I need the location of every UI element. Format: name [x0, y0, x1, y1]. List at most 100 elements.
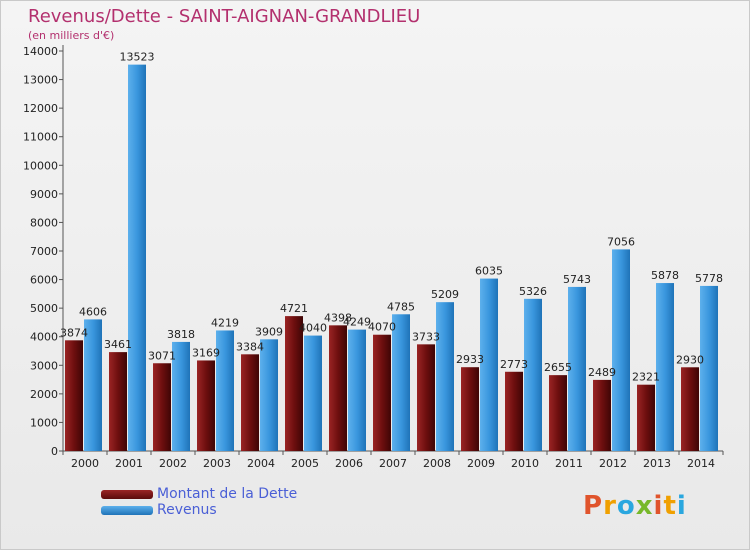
logo-letter: i [653, 491, 664, 521]
bar-revenus-2007 [392, 314, 410, 451]
y-tick-label: 5000 [30, 302, 58, 315]
value-label-dette-2006: 4398 [324, 311, 352, 324]
value-label-dette-2012: 2489 [588, 366, 616, 379]
bar-revenus-2001 [128, 64, 146, 451]
bar-revenus-2005 [304, 335, 322, 451]
logo-letter: o [616, 491, 636, 521]
x-tick-label: 2002 [159, 457, 187, 470]
x-tick-label: 2008 [423, 457, 451, 470]
bar-dette-2001 [109, 352, 127, 451]
value-label-dette-2013: 2321 [632, 371, 660, 384]
value-label-revenus-2003: 4219 [211, 316, 239, 329]
bar-revenus-2009 [480, 278, 498, 451]
value-label-dette-2014: 2930 [676, 353, 704, 366]
x-tick-label: 2011 [555, 457, 583, 470]
x-tick-label: 2013 [643, 457, 671, 470]
value-label-revenus-2005: 4040 [299, 322, 327, 335]
bar-dette-2005 [285, 316, 303, 451]
y-tick-label: 7000 [30, 245, 58, 258]
y-tick-label: 2000 [30, 388, 58, 401]
value-label-revenus-2000: 4606 [79, 305, 107, 318]
bar-revenus-2011 [568, 286, 586, 451]
bar-dette-2006 [329, 325, 347, 451]
bar-dette-2009 [461, 367, 479, 451]
chart-title: Revenus/Dette - SAINT-AIGNAN-GRANDLIEU [28, 6, 421, 27]
y-tick-label: 12000 [23, 102, 58, 115]
bar-revenus-2013 [656, 283, 674, 451]
y-tick-label: 1000 [30, 416, 58, 429]
bar-dette-2004 [241, 354, 259, 451]
logo-letter: t [663, 491, 677, 521]
value-label-revenus-2002: 3818 [167, 328, 195, 341]
logo-letter: r [603, 491, 617, 521]
value-label-revenus-2004: 3909 [255, 325, 283, 338]
logo-letter: x [635, 491, 654, 521]
legend-swatch-revenus [101, 506, 153, 515]
value-label-revenus-2001: 13523 [120, 51, 155, 64]
y-tick-label: 8000 [30, 216, 58, 229]
x-tick-label: 2009 [467, 457, 495, 470]
bar-dette-2007 [373, 334, 391, 451]
x-tick-label: 2005 [291, 457, 319, 470]
value-label-dette-2002: 3071 [148, 349, 176, 362]
x-tick-label: 2010 [511, 457, 539, 470]
value-label-dette-2007: 4070 [368, 321, 396, 334]
y-tick-label: 13000 [23, 74, 58, 87]
value-label-revenus-2014: 5778 [695, 272, 723, 285]
value-label-revenus-2008: 5209 [431, 288, 459, 301]
value-label-dette-2011: 2655 [544, 361, 572, 374]
value-label-revenus-2012: 7056 [607, 235, 635, 248]
value-label-dette-2009: 2933 [456, 353, 484, 366]
value-label-dette-2004: 3384 [236, 340, 264, 353]
logo-letter: i [676, 491, 687, 521]
value-label-revenus-2010: 5326 [519, 285, 547, 298]
bar-dette-2002 [153, 363, 171, 451]
y-tick-label: 14000 [23, 45, 58, 58]
x-tick-label: 2012 [599, 457, 627, 470]
y-tick-label: 0 [51, 445, 58, 458]
y-tick-label: 11000 [23, 131, 58, 144]
bar-revenus-2008 [436, 302, 454, 451]
bar-dette-2011 [549, 375, 567, 451]
bar-dette-2010 [505, 371, 523, 451]
value-label-dette-2010: 2773 [500, 358, 528, 371]
y-tick-label: 4000 [30, 331, 58, 344]
value-label-dette-2005: 4721 [280, 302, 308, 315]
bar-revenus-2010 [524, 298, 542, 451]
x-tick-label: 2000 [71, 457, 99, 470]
bar-revenus-2000 [84, 319, 102, 451]
legend-swatch-dette [101, 490, 153, 499]
x-tick-label: 2007 [379, 457, 407, 470]
bar-dette-2003 [197, 360, 215, 451]
value-label-revenus-2007: 4785 [387, 300, 415, 313]
y-tick-label: 3000 [30, 359, 58, 372]
bar-revenus-2003 [216, 330, 234, 451]
value-label-dette-2000: 3874 [60, 326, 88, 339]
bar-dette-2014 [681, 367, 699, 451]
value-label-dette-2001: 3461 [104, 338, 132, 351]
x-tick-label: 2006 [335, 457, 363, 470]
value-label-dette-2003: 3169 [192, 346, 220, 359]
value-label-revenus-2013: 5878 [651, 269, 679, 282]
x-tick-label: 2004 [247, 457, 275, 470]
x-tick-label: 2014 [687, 457, 715, 470]
legend-label-dette: Montant de la Dette [157, 486, 298, 502]
y-tick-label: 10000 [23, 159, 58, 172]
bar-dette-2013 [637, 384, 655, 451]
bar-dette-2008 [417, 344, 435, 451]
bar-revenus-2004 [260, 339, 278, 451]
value-label-dette-2008: 3733 [412, 330, 440, 343]
value-label-revenus-2011: 5743 [563, 273, 591, 286]
bar-revenus-2006 [348, 329, 366, 451]
value-label-revenus-2006: 4249 [343, 316, 371, 329]
bar-revenus-2002 [172, 341, 190, 451]
bar-dette-2012 [593, 379, 611, 451]
logo-letter: P [583, 491, 604, 521]
x-tick-label: 2003 [203, 457, 231, 470]
x-tick-label: 2001 [115, 457, 143, 470]
y-tick-label: 6000 [30, 274, 58, 287]
value-label-revenus-2009: 6035 [475, 265, 503, 278]
bar-revenus-2012 [612, 249, 630, 451]
